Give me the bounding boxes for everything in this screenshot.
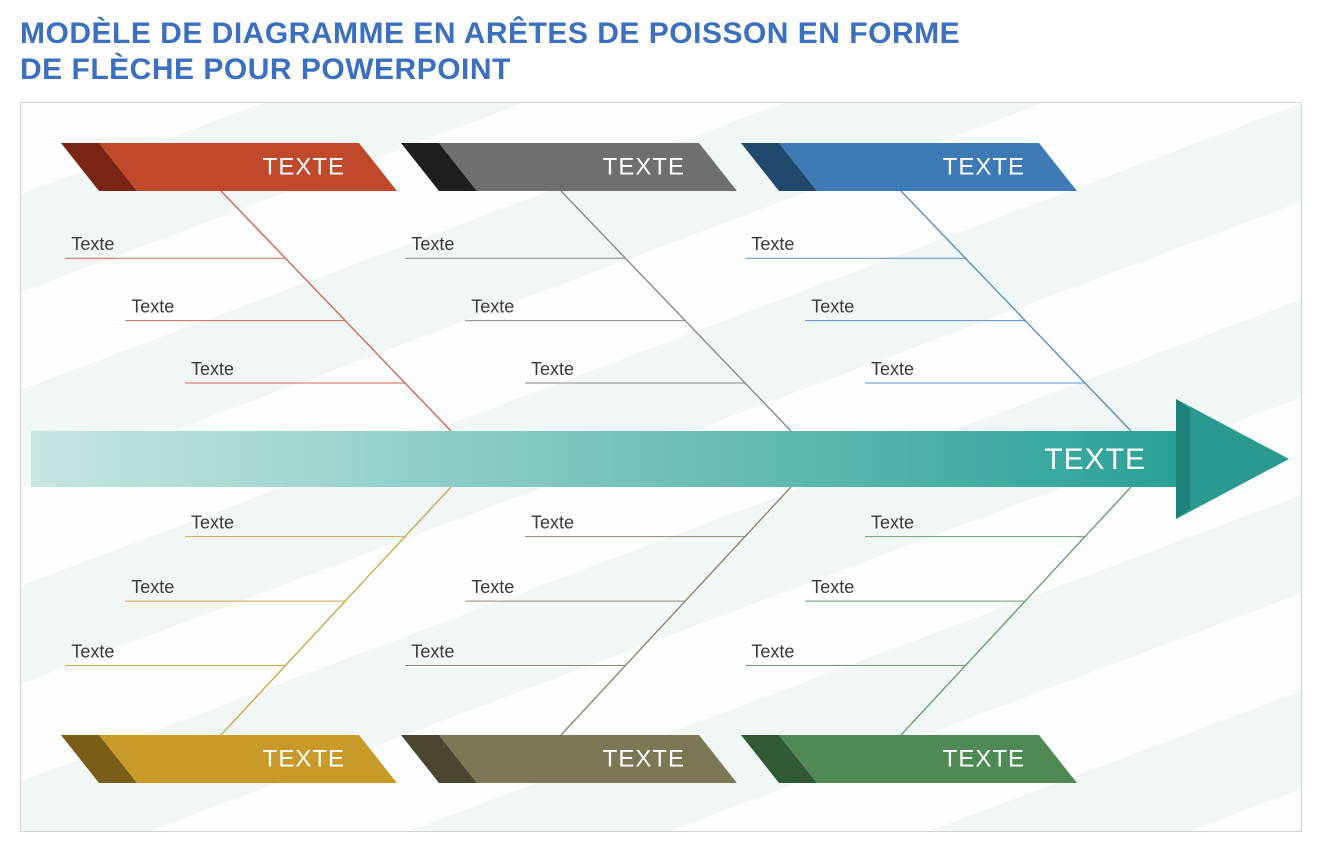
category-label: TEXTE (603, 745, 685, 772)
sub-cause-label: Texte (531, 359, 574, 379)
fishbone-diagram: Texte Texte Texte Texte Texte Texte Texte Texte… (21, 103, 1302, 832)
category-header: TEXTE (61, 735, 397, 783)
spine-label: TEXTE (1044, 443, 1146, 476)
page: MODÈLE DE DIAGRAMME EN ARÊTES DE POISSON… (0, 0, 1322, 847)
sub-cause-label: Texte (131, 577, 174, 597)
diagram-canvas: Texte Texte Texte Texte Texte Texte Texte Texte… (20, 102, 1302, 832)
sub-cause-label: Texte (751, 642, 794, 662)
sub-cause-label: Texte (531, 513, 574, 533)
sub-cause-label: Texte (411, 234, 454, 254)
category-header: TEXTE (61, 143, 397, 191)
sub-cause-label: Texte (471, 297, 514, 317)
title-line-1: MODÈLE DE DIAGRAMME EN ARÊTES DE POISSON… (20, 17, 960, 50)
sub-cause-label: Texte (71, 234, 114, 254)
category-header: TEXTE (741, 143, 1077, 191)
sub-cause-label: Texte (811, 577, 854, 597)
sub-cause-label: Texte (471, 577, 514, 597)
title-line-2: DE FLÈCHE POUR POWERPOINT (20, 53, 511, 86)
sub-cause-label: Texte (191, 513, 234, 533)
category-label: TEXTE (603, 153, 685, 180)
sub-cause-label: Texte (71, 642, 114, 662)
category-label: TEXTE (263, 153, 345, 180)
category-label: TEXTE (943, 745, 1025, 772)
sub-cause-label: Texte (191, 359, 234, 379)
category-label: TEXTE (943, 153, 1025, 180)
sub-cause-label: Texte (871, 513, 914, 533)
category-label: TEXTE (263, 745, 345, 772)
page-title: MODÈLE DE DIAGRAMME EN ARÊTES DE POISSON… (20, 16, 1302, 88)
sub-cause-label: Texte (411, 642, 454, 662)
sub-cause-label: Texte (871, 359, 914, 379)
category-header: TEXTE (741, 735, 1077, 783)
category-header: TEXTE (401, 143, 737, 191)
sub-cause-label: Texte (751, 234, 794, 254)
category-header: TEXTE (401, 735, 737, 783)
sub-cause-label: Texte (131, 297, 174, 317)
sub-cause-label: Texte (811, 297, 854, 317)
